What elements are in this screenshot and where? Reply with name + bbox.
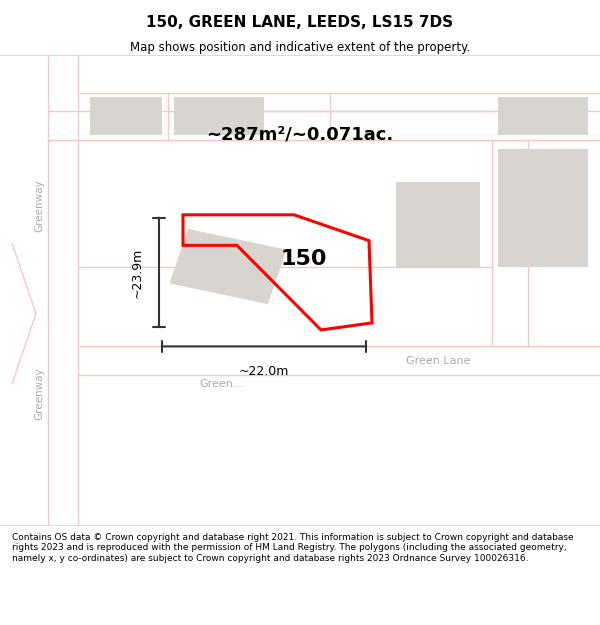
Text: ~287m²/~0.071ac.: ~287m²/~0.071ac. (206, 126, 394, 144)
Bar (498, 98, 588, 135)
Text: ~22.0m: ~22.0m (239, 365, 289, 378)
Text: ~23.9m: ~23.9m (131, 248, 144, 298)
Text: 150: 150 (281, 249, 327, 269)
Bar (174, 98, 264, 135)
Text: Greenway: Greenway (34, 367, 44, 420)
Bar (90, 98, 162, 135)
Text: 150, GREEN LANE, LEEDS, LS15 7DS: 150, GREEN LANE, LEEDS, LS15 7DS (146, 16, 454, 31)
Bar (498, 149, 588, 266)
Text: Green...: Green... (200, 379, 244, 389)
Text: Map shows position and indicative extent of the property.: Map shows position and indicative extent… (130, 41, 470, 54)
Text: Greenway: Greenway (34, 179, 44, 232)
Bar (396, 182, 480, 266)
Polygon shape (169, 229, 287, 304)
Text: Contains OS data © Crown copyright and database right 2021. This information is : Contains OS data © Crown copyright and d… (12, 533, 574, 562)
Text: Green Lane: Green Lane (406, 356, 470, 366)
